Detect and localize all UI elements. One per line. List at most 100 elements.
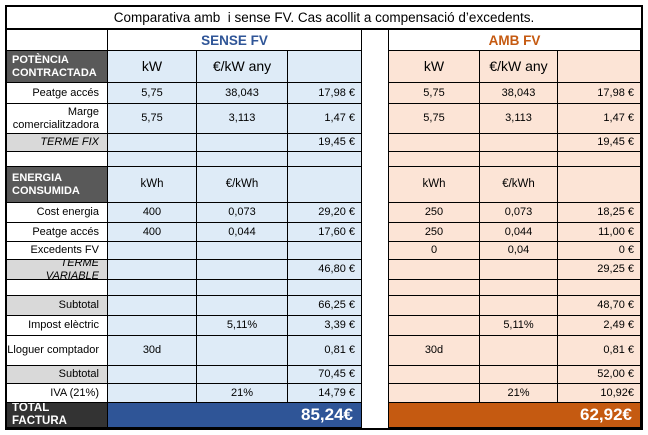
amb-cell-col1 <box>388 296 480 316</box>
amb-cell-col3: 48,70 € <box>558 296 641 316</box>
amb-cell-col3: 0 € <box>558 242 641 260</box>
row-label <box>7 280 108 296</box>
sense-cell-col3: 46,80 € <box>288 260 362 280</box>
sense-cell-col2 <box>197 242 288 260</box>
sense-cell-col2 <box>197 260 288 280</box>
row-gap <box>362 223 388 242</box>
amb-cell-col3: 18,25 € <box>558 203 641 223</box>
sense-cell-col2: €/kW any <box>197 51 288 83</box>
sense-cell-col2: €/kWh <box>197 167 288 203</box>
table-row: Marge comercialitzadora 5,75 3,113 1,47 €5,… <box>7 104 641 134</box>
amb-fv-header: AMB FV <box>388 30 641 51</box>
amb-cell-col1: kWh <box>388 167 480 203</box>
amb-cell-col2 <box>480 296 558 316</box>
amb-cell-col2: 5,11% <box>480 316 558 336</box>
row-label: IVA (21%) <box>7 384 108 403</box>
amb-cell-col2 <box>480 152 558 167</box>
sense-cell-col2 <box>197 152 288 167</box>
row-gap <box>362 316 388 336</box>
amb-cell-col2 <box>480 366 558 384</box>
table-row: Subtotal 66,25 € 48,70 € <box>7 296 641 316</box>
amb-cell-col3 <box>558 167 641 203</box>
table-row: TERME FIX 19,45 € 19,45 € <box>7 134 641 152</box>
sense-cell-col3: 0,81 € <box>288 336 362 366</box>
row-label: Lloguer comptador <box>7 336 108 366</box>
amb-cell-col2: 21% <box>480 384 558 403</box>
row-gap <box>362 280 388 296</box>
amb-cell-col3: 17,98 € <box>558 83 641 104</box>
amb-cell-col3: 11,00 € <box>558 223 641 242</box>
amb-cell-col1 <box>388 134 480 152</box>
amb-cell-col2: €/kW any <box>480 51 558 83</box>
table-row <box>7 152 641 167</box>
row-gap <box>362 296 388 316</box>
table-row: Peatge accés 400 0,044 17,60 €250 0,044 11,00… <box>7 223 641 242</box>
sense-cell-col1 <box>108 134 197 152</box>
sense-cell-col1 <box>108 316 197 336</box>
sense-cell-col1: 400 <box>108 223 197 242</box>
table-row <box>7 280 641 296</box>
sense-cell-col1 <box>108 384 197 403</box>
amb-cell-col1: 5,75 <box>388 104 480 134</box>
row-label: Marge comercialitzadora <box>7 104 108 134</box>
row-gap <box>362 83 388 104</box>
sense-cell-col3: 70,45 € <box>288 366 362 384</box>
row-label: TERME FIX <box>7 134 108 152</box>
table-row: POTÈNCIA CONTRACTADA kW €/kW any kW €/kW any <box>7 51 641 83</box>
sense-cell-col2: 5,11% <box>197 316 288 336</box>
table-row: ENERGIA CONSUMIDA kWh €/kWh kWh €/kWh <box>7 167 641 203</box>
sense-cell-col1: kWh <box>108 167 197 203</box>
table-row: Impost elèctric 5,11% 3,39 €5,11% 2,49 € <box>7 316 641 336</box>
sense-cell-col1 <box>108 366 197 384</box>
sense-cell-col2: 0,044 <box>197 223 288 242</box>
amb-cell-col2: 38,043 <box>480 83 558 104</box>
amb-cell-col2 <box>480 134 558 152</box>
sense-cell-col1 <box>108 280 197 296</box>
sense-cell-col2 <box>197 296 288 316</box>
sense-cell-col1 <box>108 152 197 167</box>
table-row: Peatge accés 5,75 38,043 17,98 €5,75 38,043 1… <box>7 83 641 104</box>
sense-cell-col2: 3,113 <box>197 104 288 134</box>
sense-cell-col1 <box>108 242 197 260</box>
sense-cell-col1: 400 <box>108 203 197 223</box>
sense-cell-col2 <box>197 336 288 366</box>
row-label: TERME VARIABLE <box>7 260 108 280</box>
amb-cell-col2: 0,04 <box>480 242 558 260</box>
amb-cell-col3: 29,25 € <box>558 260 641 280</box>
sense-cell-col3: 1,47 € <box>288 104 362 134</box>
amb-cell-col1: 250 <box>388 203 480 223</box>
amb-cell-col3 <box>558 152 641 167</box>
amb-cell-col1: 5,75 <box>388 83 480 104</box>
sense-cell-col2 <box>197 366 288 384</box>
row-label: Subtotal <box>7 296 108 316</box>
sense-cell-col1: 5,75 <box>108 83 197 104</box>
row-gap <box>362 152 388 167</box>
row-label <box>7 152 108 167</box>
sense-cell-col2: 0,073 <box>197 203 288 223</box>
amb-cell-col1 <box>388 152 480 167</box>
table-row: IVA (21%) 21% 14,79 €21% 10,92€ <box>7 384 641 403</box>
row-label: POTÈNCIA CONTRACTADA <box>7 51 108 83</box>
row-gap <box>362 104 388 134</box>
amb-cell-col2: 3,113 <box>480 104 558 134</box>
amb-cell-col2 <box>480 280 558 296</box>
amb-cell-col3: 0,81 € <box>558 336 641 366</box>
amb-cell-col1 <box>388 384 480 403</box>
row-label: Impost elèctric <box>7 316 108 336</box>
sense-cell-col3: 66,25 € <box>288 296 362 316</box>
row-gap <box>362 203 388 223</box>
sense-cell-col3: 3,39 € <box>288 316 362 336</box>
amb-cell-col3: 52,00 € <box>558 366 641 384</box>
sense-cell-col3 <box>288 242 362 260</box>
table-row: Subtotal 70,45 € 52,00 € <box>7 366 641 384</box>
row-label: Peatge accés <box>7 83 108 104</box>
sense-cell-col1: kW <box>108 51 197 83</box>
row-label: Cost energia <box>7 203 108 223</box>
sense-cell-col1: 30d <box>108 336 197 366</box>
row-gap <box>362 366 388 384</box>
table-frame: Comparativa amb i sense FV. Cas acollit … <box>5 5 643 430</box>
row-gap <box>362 134 388 152</box>
sense-cell-col3 <box>288 152 362 167</box>
amb-cell-col1 <box>388 280 480 296</box>
amb-cell-col3: 19,45 € <box>558 134 641 152</box>
